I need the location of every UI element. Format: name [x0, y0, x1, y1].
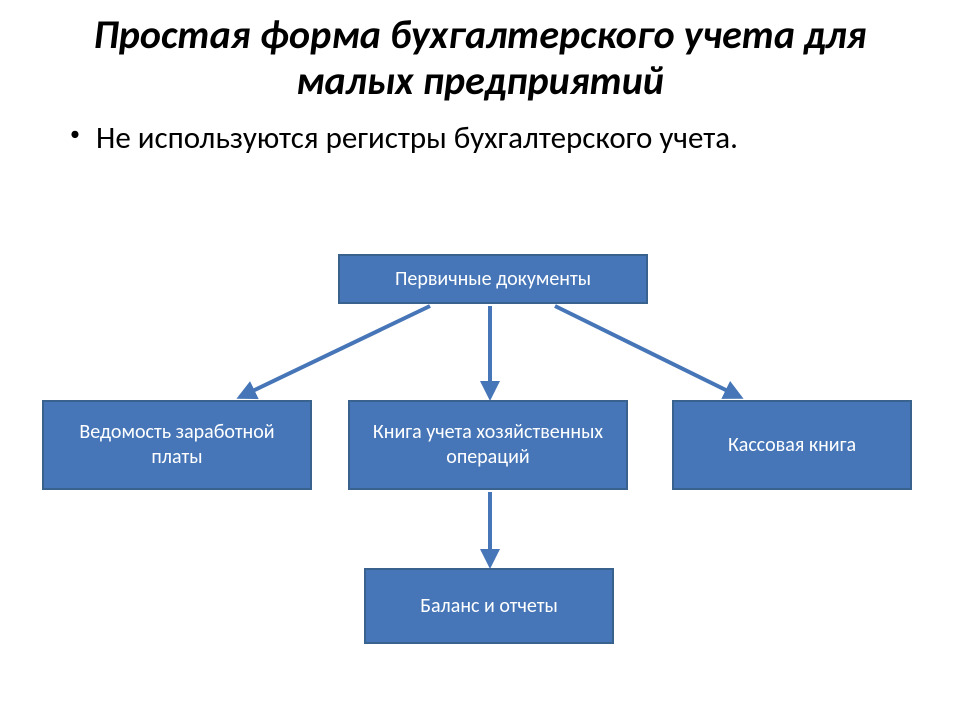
- flowchart-node-left: Ведомость заработной платы: [42, 400, 312, 490]
- flowchart-node-right: Кассовая книга: [672, 400, 912, 490]
- flowchart-edge-top-left: [240, 306, 430, 397]
- bullet-text: Не используются регистры бухгалтерского …: [96, 119, 738, 157]
- flowchart-node-center: Книга учета хозяйственных операций: [348, 400, 628, 490]
- flowchart-node-bottom: Баланс и отчеты: [364, 568, 614, 644]
- flowchart-edge-top-right: [555, 306, 740, 397]
- slide-title-text: Простая форма бухгалтерского учета для м…: [94, 10, 867, 105]
- bullet-block: Не используются регистры бухгалтерского …: [0, 112, 960, 157]
- flowchart-node-top: Первичные документы: [338, 254, 648, 304]
- bullet-item: Не используются регистры бухгалтерского …: [70, 120, 910, 157]
- slide-title: Простая форма бухгалтерского учета для м…: [0, 0, 960, 112]
